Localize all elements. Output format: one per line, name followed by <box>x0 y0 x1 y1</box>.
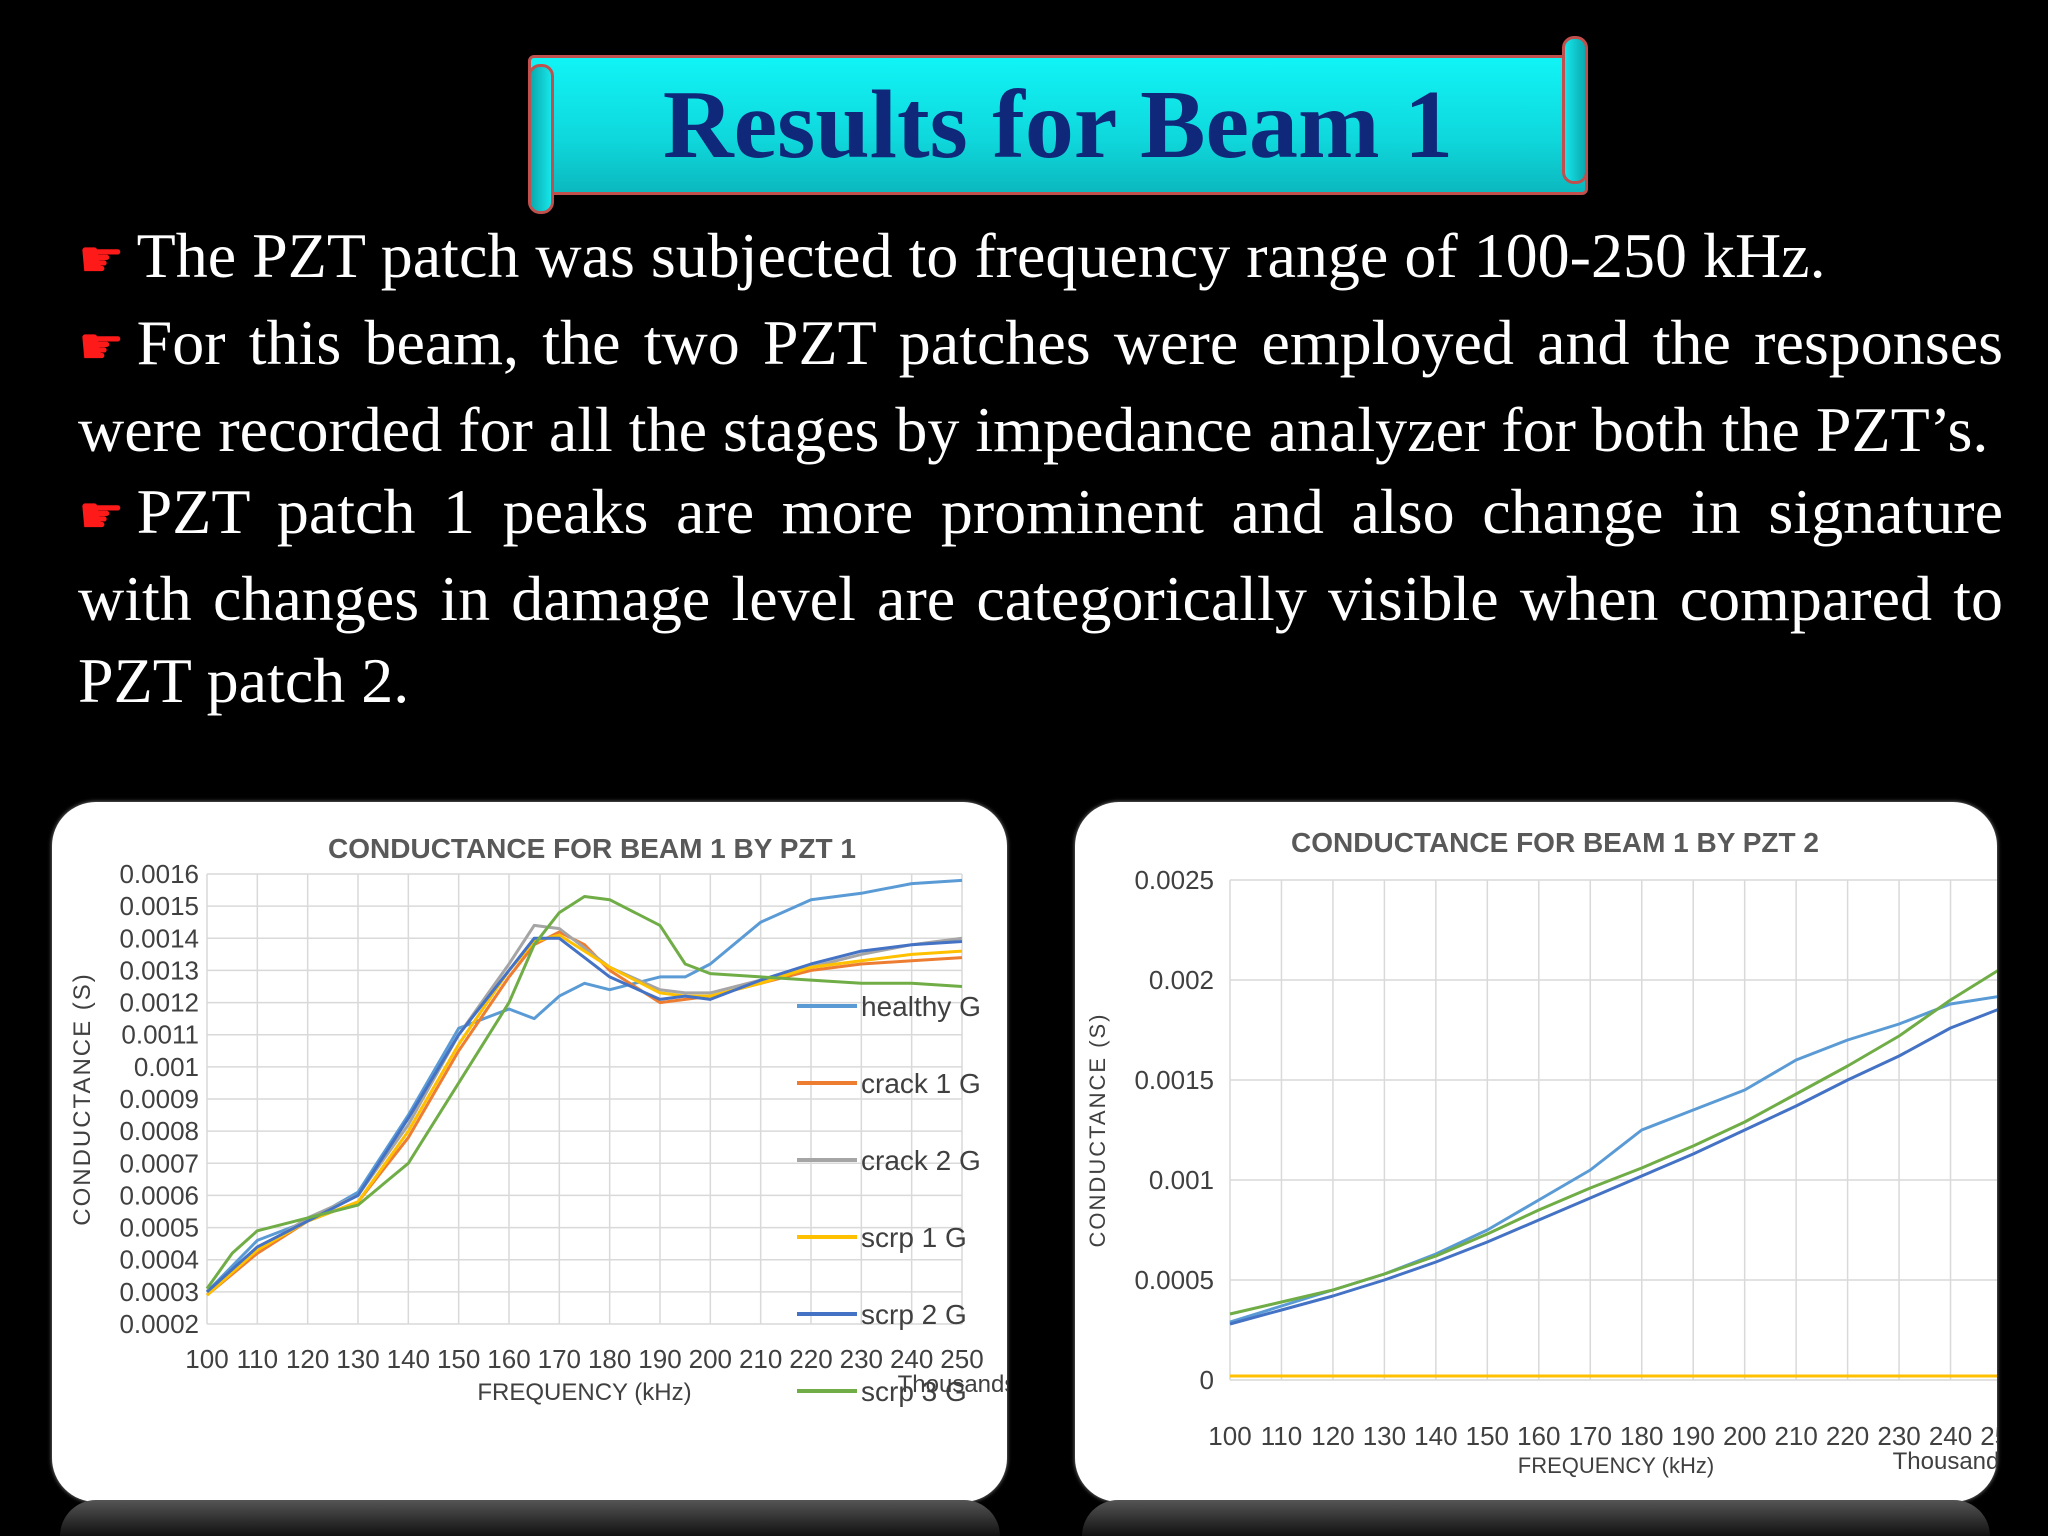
y-tick-label: 0.0013 <box>119 955 199 985</box>
series-line <box>205 933 963 1297</box>
bullet-item: ☛ PZT patch 1 peaks are more prominent an… <box>78 471 2003 722</box>
y-tick-label: 0.0003 <box>119 1277 199 1307</box>
legend-label: scrp 1 G <box>861 1222 967 1253</box>
series-line <box>205 936 963 1294</box>
x-tick-label: 250 <box>940 1344 983 1374</box>
y-tick-label: 0.002 <box>1149 965 1214 995</box>
x-tick-label: 150 <box>1466 1421 1509 1451</box>
legend-label: scrp 3 G <box>861 1376 967 1407</box>
x-tick-label: 150 <box>437 1344 480 1374</box>
y-tick-label: 0.0002 <box>119 1309 199 1339</box>
x-tick-label: 170 <box>538 1344 581 1374</box>
x-tick-label: 210 <box>739 1344 782 1374</box>
chart-pzt1: 0.00020.00030.00040.00050.00060.00070.00… <box>69 833 1007 1407</box>
bullet-item: ☛ The PZT patch was subjected to frequenc… <box>78 215 2003 302</box>
series-line <box>205 895 963 1290</box>
bullet-text: For this beam, the two PZT patches were … <box>78 307 2003 465</box>
legend-label: crack 1 G <box>861 1068 981 1099</box>
y-tick-label: 0.0025 <box>1134 865 1214 895</box>
x-tick-label: 240 <box>890 1344 933 1374</box>
chart-pzt1-card: 0.0002 0.0003 0.0004 0.0005 0.0006 0.0007 0.00… <box>52 802 1007 1502</box>
scroll-curl-left <box>528 64 554 214</box>
series-line <box>206 930 963 1297</box>
x-tick-label: 160 <box>487 1344 530 1374</box>
legend-label: healthy G <box>861 991 981 1022</box>
x-tick-label: 220 <box>1826 1421 1869 1451</box>
x-tick-label: 130 <box>336 1344 379 1374</box>
x-tick-label: 180 <box>588 1344 631 1374</box>
x-tick-label: 110 <box>237 1344 278 1374</box>
legend-label: crack 2 G <box>861 1145 981 1176</box>
chart-title: CONDUCTANCE FOR BEAM 1 BY PZT 2 <box>1291 827 1819 858</box>
x-axis-unit-note: Thousands <box>1893 1448 1997 1475</box>
x-tick-label: 140 <box>387 1344 430 1374</box>
x-tick-label: 240 <box>1929 1421 1972 1451</box>
x-tick-label: 200 <box>689 1344 732 1374</box>
y-tick-label: 0.0011 <box>121 1020 199 1050</box>
y-tick-label: 0.0006 <box>119 1180 199 1210</box>
x-tick-label: 230 <box>840 1344 883 1374</box>
x-axis-title: FREQUENCY (kHz) <box>477 1379 691 1406</box>
y-tick-label: 0.0015 <box>1134 1065 1214 1095</box>
bullet-text: PZT patch 1 peaks are more prominent and… <box>78 476 2003 716</box>
x-tick-label: 180 <box>1620 1421 1663 1451</box>
x-tick-label: 220 <box>789 1344 832 1374</box>
chart-title: CONDUCTANCE FOR BEAM 1 BY PZT 1 <box>328 833 856 864</box>
series-line <box>1229 1008 1997 1326</box>
series-line <box>205 878 963 1293</box>
x-tick-label: 130 <box>1363 1421 1406 1451</box>
x-axis-title: FREQUENCY (kHz) <box>1518 1453 1714 1478</box>
y-tick-label: 0.0005 <box>1134 1265 1214 1295</box>
y-tick-label: 0.0004 <box>119 1245 199 1275</box>
x-tick-label: 120 <box>286 1344 329 1374</box>
bullet-item: ☛ For this beam, the two PZT patches were… <box>78 302 2003 471</box>
legend-label: scrp 2 G <box>861 1299 967 1330</box>
x-tick-label: 110 <box>1261 1421 1302 1451</box>
y-tick-label: 0.001 <box>1149 1165 1214 1195</box>
title-banner: Results for Beam 1 <box>528 36 1588 214</box>
bullet-list: ☛ The PZT patch was subjected to frequenc… <box>78 215 2003 722</box>
bullet-text: The PZT patch was subjected to frequency… <box>136 220 1826 291</box>
x-tick-label: 210 <box>1774 1421 1817 1451</box>
chart-reflection <box>60 1500 1000 1536</box>
x-tick-label: 140 <box>1414 1421 1457 1451</box>
x-tick-label: 160 <box>1517 1421 1560 1451</box>
x-tick-label: 230 <box>1877 1421 1920 1451</box>
chart-pzt2-card: 0 0.0005 0.001 0.0015 0.002 0.0025 100 110 120 13… <box>1075 802 1997 1502</box>
x-tick-label: 190 <box>1672 1421 1715 1451</box>
y-tick-label: 0.0008 <box>119 1116 199 1146</box>
pointing-hand-icon: ☛ <box>78 319 125 376</box>
x-tick-label: 120 <box>1311 1421 1354 1451</box>
y-axis-title: CONDUCTANCE (S) <box>69 972 96 1226</box>
y-axis-title: CONDUCTANCE (S) <box>1085 1013 1110 1248</box>
y-tick-label: 0.0014 <box>119 923 199 953</box>
y-tick-label: 0.0005 <box>119 1213 199 1243</box>
x-tick-label: 250 <box>1980 1421 1997 1451</box>
x-tick-label: 200 <box>1723 1421 1766 1451</box>
x-tick-label: 100 <box>1208 1421 1251 1451</box>
x-axis-unit-note: Thousands <box>898 1371 1007 1398</box>
scroll-curl-right <box>1562 36 1588 184</box>
y-tick-label: 0.0007 <box>119 1148 199 1178</box>
pointing-hand-icon: ☛ <box>78 232 125 289</box>
y-tick-label: 0.0012 <box>119 988 199 1018</box>
slide-title: Results for Beam 1 <box>662 71 1454 179</box>
y-tick-label: 0.001 <box>134 1052 199 1082</box>
x-tick-label: 100 <box>185 1344 228 1374</box>
chart-reflection <box>1082 1500 1990 1536</box>
y-tick-label: 0 <box>1200 1365 1214 1395</box>
pointing-hand-icon: ☛ <box>78 488 125 545</box>
series-line <box>1229 969 1997 1316</box>
y-tick-label: 0.0016 <box>119 859 199 889</box>
y-tick-label: 0.0009 <box>119 1084 199 1114</box>
x-tick-label: 190 <box>638 1344 681 1374</box>
chart-pzt2: 0 0.0005 0.001 0.0015 0.002 0.0025 100 110 120 13… <box>1085 827 1997 1478</box>
y-tick-label: 0.0015 <box>119 891 199 921</box>
x-tick-label: 170 <box>1569 1421 1612 1451</box>
